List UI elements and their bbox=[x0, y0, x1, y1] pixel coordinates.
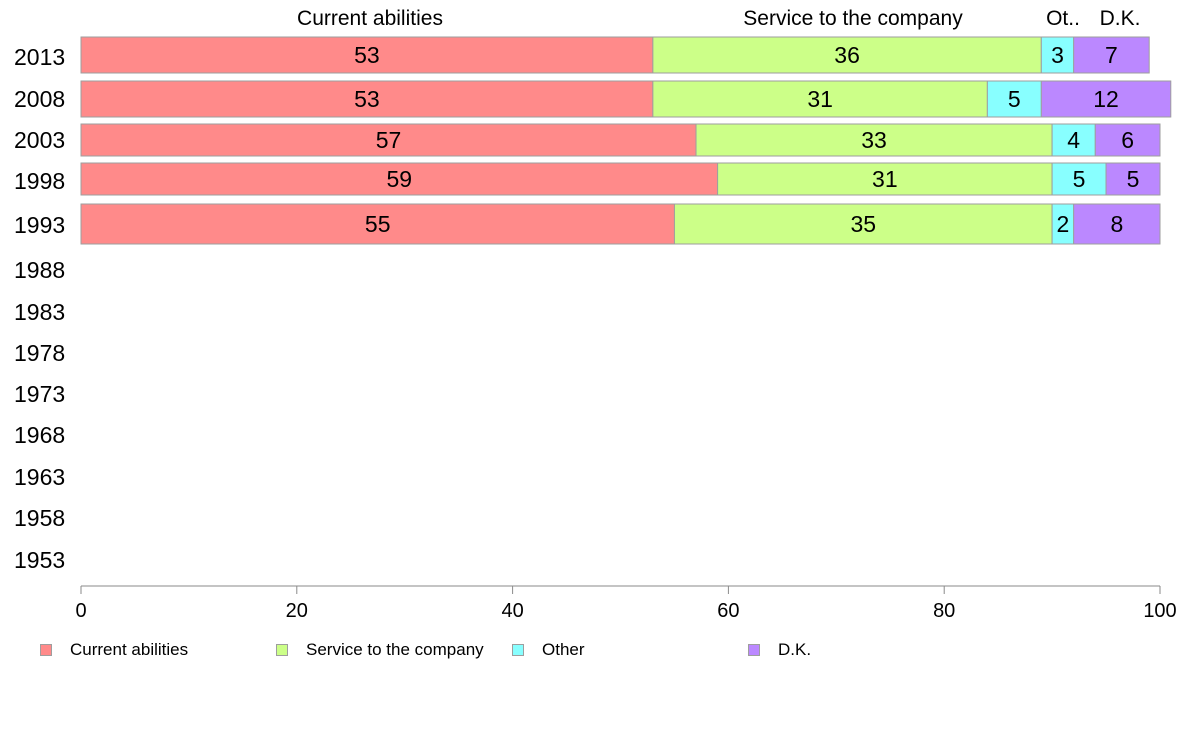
bar-value-label-1998-0: 59 bbox=[387, 166, 413, 192]
legend-swatch bbox=[276, 644, 288, 656]
bar-value-label-1998-2: 5 bbox=[1073, 166, 1086, 192]
legend-item-2: Other bbox=[512, 638, 585, 662]
y-tick-label-1998: 1998 bbox=[14, 168, 65, 194]
legend-swatch bbox=[512, 644, 524, 656]
x-tick-label-0: 0 bbox=[75, 600, 86, 622]
bar-value-label-2008-2: 5 bbox=[1008, 86, 1021, 112]
bar-segment-1998-3 bbox=[1105, 162, 1161, 196]
bar-segment-2008-2 bbox=[986, 80, 1042, 118]
bar-segment-2013-1 bbox=[652, 36, 1042, 74]
bar-value-label-2003-2: 4 bbox=[1067, 127, 1080, 153]
bar-segment-1993-1 bbox=[673, 203, 1053, 245]
bar-segment-1998-0 bbox=[80, 162, 719, 196]
column-header-2: Ot.. bbox=[1046, 7, 1080, 30]
legend-label: Service to the company bbox=[306, 640, 484, 659]
y-tick-label-1983: 1983 bbox=[14, 299, 65, 325]
legend-label: Current abilities bbox=[70, 640, 189, 659]
x-tick-label-20: 20 bbox=[286, 600, 308, 622]
bar-value-label-2013-2: 3 bbox=[1051, 42, 1064, 68]
y-tick-label-1968: 1968 bbox=[14, 422, 65, 448]
bar-value-label-2003-0: 57 bbox=[376, 127, 402, 153]
legend-swatch bbox=[748, 644, 760, 656]
y-tick-label-1963: 1963 bbox=[14, 464, 65, 490]
legend-item-1: Service to the company bbox=[276, 638, 484, 662]
bar-segment-2008-1 bbox=[652, 80, 988, 118]
bar-segment-2008-3 bbox=[1040, 80, 1172, 118]
bar-value-label-1998-3: 5 bbox=[1127, 166, 1140, 192]
y-tick-label-2013: 2013 bbox=[14, 44, 65, 70]
legend-label: Other bbox=[542, 640, 585, 659]
bar-value-label-2013-3: 7 bbox=[1105, 42, 1118, 68]
y-tick-label-1953: 1953 bbox=[14, 547, 65, 573]
y-tick-label-1978: 1978 bbox=[14, 340, 65, 366]
x-tick-label-100: 100 bbox=[1143, 600, 1176, 622]
legend-item-0: Current abilities bbox=[40, 638, 188, 662]
y-axis-labels: 2013 2008 2003 1998 1993 1988 1983 1978 1973 1968… bbox=[14, 44, 65, 573]
y-tick-label-1993: 1993 bbox=[14, 212, 65, 238]
bar-value-label-1993-0: 55 bbox=[365, 211, 391, 237]
y-tick-label-1973: 1973 bbox=[14, 381, 65, 407]
bar-value-label-1993-2: 2 bbox=[1056, 211, 1069, 237]
legend-item-3: D.K. bbox=[748, 638, 811, 662]
y-tick-label-1988: 1988 bbox=[14, 257, 65, 283]
y-tick-label-2003: 2003 bbox=[14, 127, 65, 153]
bar-segment-2008-0 bbox=[80, 80, 654, 118]
bar-segment-2013-2 bbox=[1040, 36, 1075, 74]
x-tick-label-40: 40 bbox=[501, 600, 523, 622]
legend-label: D.K. bbox=[778, 640, 812, 659]
bar-value-label-2013-0: 53 bbox=[354, 42, 380, 68]
bar-value-label-2013-1: 36 bbox=[834, 42, 860, 68]
bar-value-label-2008-1: 31 bbox=[807, 86, 833, 112]
column-header-3: D.K. bbox=[1100, 7, 1141, 30]
bar-value-label-1993-3: 8 bbox=[1110, 211, 1123, 237]
bar-value-label-2008-3: 12 bbox=[1093, 86, 1119, 112]
bar-value-label-2003-3: 6 bbox=[1121, 127, 1134, 153]
bar-segment-1993-3 bbox=[1073, 203, 1161, 245]
bar-value-label-1998-1: 31 bbox=[872, 166, 898, 192]
legend: Current abilities Service to the company O… bbox=[0, 638, 1188, 662]
bar-value-label-2003-1: 33 bbox=[861, 127, 887, 153]
column-headers: Current abilities Service to the company O… bbox=[297, 7, 1140, 30]
y-tick-label-1958: 1958 bbox=[14, 505, 65, 531]
y-tick-label-2008: 2008 bbox=[14, 86, 65, 112]
bar-segment-2003-1 bbox=[695, 123, 1053, 157]
bar-value-label-1993-1: 35 bbox=[850, 211, 876, 237]
bar-segment-2003-0 bbox=[80, 123, 697, 157]
bar-segment-1993-0 bbox=[80, 203, 675, 245]
x-tick-label-60: 60 bbox=[717, 600, 739, 622]
x-axis: 0 20 40 60 80 100 bbox=[75, 585, 1177, 622]
column-header-1: Service to the company bbox=[743, 7, 963, 30]
bar-value-label-2008-0: 53 bbox=[354, 86, 380, 112]
x-tick-label-80: 80 bbox=[933, 600, 955, 622]
legend-swatch bbox=[40, 644, 52, 656]
bar-segment-1998-1 bbox=[717, 162, 1053, 196]
bar-segment-2003-3 bbox=[1094, 123, 1161, 157]
column-header-0: Current abilities bbox=[297, 7, 443, 30]
bar-segment-2013-0 bbox=[80, 36, 654, 74]
bar-segment-2013-3 bbox=[1073, 36, 1150, 74]
